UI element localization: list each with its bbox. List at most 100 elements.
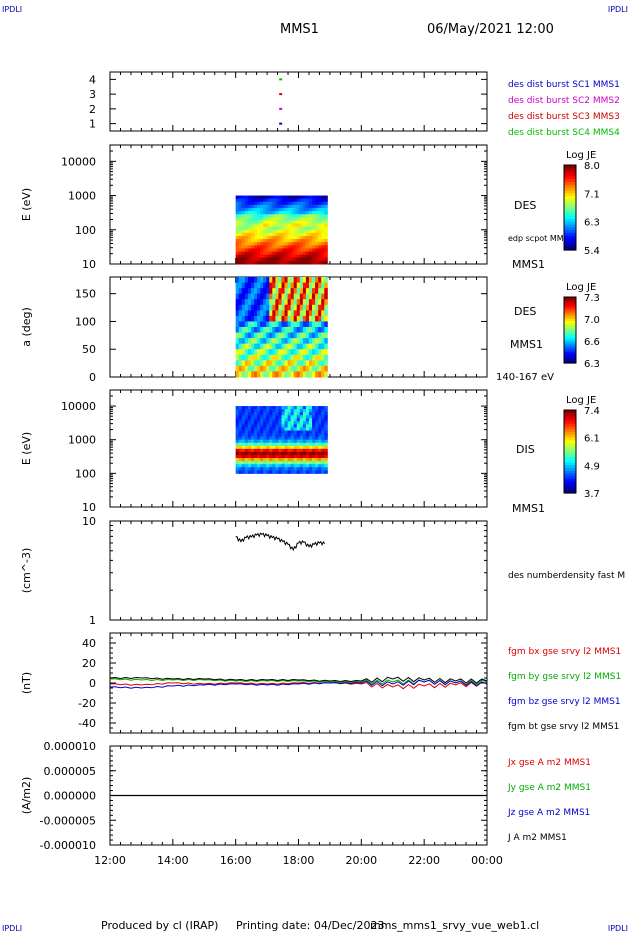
pitch-angle-cell: [257, 310, 261, 317]
pitch-angle-cell: [284, 310, 289, 317]
y-tick-label: 4: [89, 73, 96, 86]
spectrogram-cell: [275, 248, 279, 253]
legend-entry: des dist burst SC3 MMS3: [508, 112, 620, 122]
spectrogram-cell: [284, 248, 289, 253]
pitch-angle-cell: [238, 293, 243, 300]
spectrogram-cell: [281, 464, 286, 468]
spectrogram-cell: [312, 235, 316, 240]
y-tick-label: 0.000005: [44, 765, 97, 778]
spectrogram-cell: [266, 442, 270, 447]
spectrogram-cell: [272, 412, 276, 416]
spectrogram-cell: [253, 214, 258, 218]
spectrogram-cell: [250, 226, 255, 231]
spectrogram-cell: [247, 409, 252, 413]
spectrogram-cell: [305, 217, 310, 221]
pitch-angle-cell: [266, 293, 270, 300]
spectrogram-cell: [238, 245, 243, 249]
pitch-angle-cell: [266, 371, 270, 378]
spectrogram-cell: [253, 226, 258, 231]
spectrogram-cell: [250, 458, 255, 462]
spectrogram-cell: [238, 445, 243, 450]
spectrogram-cell: [324, 226, 328, 231]
spectrogram-cell: [287, 433, 292, 438]
spectrogram-cell: [263, 242, 267, 246]
spectrogram-cell: [296, 239, 301, 243]
spectrogram-cell: [260, 229, 264, 234]
pitch-angle-cell: [284, 299, 289, 306]
spectrogram-cell: [315, 217, 319, 221]
spectrogram-cell: [269, 260, 273, 265]
spectrogram-cell: [321, 464, 325, 468]
spectrogram-cell: [238, 239, 243, 243]
pitch-angle-cell: [302, 315, 307, 322]
spectrogram-cell: [284, 409, 289, 413]
spectrogram-cell: [315, 239, 319, 243]
spectrogram-cell: [318, 242, 322, 246]
pitch-angle-cell: [305, 354, 310, 361]
spectrogram-cell: [272, 445, 276, 450]
spectrogram-cell: [263, 436, 267, 441]
spectrogram-cell: [263, 412, 267, 416]
spectrogram-cell: [281, 439, 286, 444]
spectrogram-cell: [266, 260, 270, 265]
spectrogram-cell: [247, 251, 252, 256]
spectrogram-cell: [318, 442, 322, 447]
colorbar-cell: [564, 415, 576, 419]
pitch-angle-cell: [253, 310, 258, 317]
spectrogram-cell: [266, 439, 270, 444]
pitch-angle-cell: [253, 371, 258, 378]
spectrogram-cell: [290, 195, 295, 200]
spectrogram-cell: [284, 433, 289, 438]
spectrogram-cell: [302, 251, 307, 256]
spectrogram-cell: [247, 204, 252, 209]
pitch-angle-cell: [257, 304, 261, 311]
spectrogram-cell: [284, 427, 289, 432]
spectrogram-cell: [296, 427, 301, 432]
pitch-angle-cell: [324, 315, 328, 322]
pitch-angle-cell: [305, 327, 310, 334]
spectrogram-cell: [241, 198, 246, 203]
legend-entry: fgm bt gse srvy l2 MMS1: [508, 722, 619, 732]
spectrogram-cell: [299, 239, 304, 243]
spectrogram-cell: [293, 195, 298, 200]
panel-label: DES: [514, 199, 536, 212]
pitch-angle-cell: [235, 288, 240, 295]
spectrogram-cell: [247, 242, 252, 246]
spectrogram-cell: [296, 226, 301, 231]
colorbar-cell: [564, 233, 576, 237]
y-tick-label: 10: [82, 515, 96, 528]
spectrogram-cell: [290, 198, 295, 203]
spectrogram-cell: [278, 412, 282, 416]
spectrogram-cell: [235, 204, 240, 209]
pitch-angle-cell: [281, 293, 286, 300]
spectrogram-cell: [266, 198, 270, 203]
spectrogram-cell: [284, 232, 289, 237]
spectrogram-cell: [244, 220, 249, 225]
spectrogram-cell: [318, 464, 322, 468]
spectrogram-cell: [244, 418, 249, 422]
pitch-angle-cell: [321, 304, 325, 311]
pitch-angle-cell: [290, 371, 295, 378]
spectrogram-cell: [250, 195, 255, 200]
spectrogram-cell: [260, 467, 264, 471]
colorbar-cell: [564, 316, 576, 320]
spectrogram-cell: [312, 470, 316, 474]
spectrogram-cell: [241, 467, 246, 471]
spectrogram-cell: [318, 415, 322, 419]
spectrogram-cell: [321, 430, 325, 435]
pitch-angle-cell: [253, 349, 258, 356]
spectrogram-cell: [290, 245, 295, 249]
spectrogram-cell: [290, 204, 295, 209]
pitch-angle-cell: [305, 349, 310, 356]
colorbar-cell: [564, 193, 576, 197]
pitch-angle-cell: [324, 299, 328, 306]
field-series-1: [109, 681, 488, 690]
spectrogram-cell: [324, 464, 328, 468]
spectrogram-cell: [296, 207, 301, 212]
pitch-angle-cell: [287, 327, 292, 334]
spectrogram-cell: [281, 454, 286, 459]
spectrogram-cell: [324, 251, 328, 256]
pitch-angle-cell: [266, 288, 270, 295]
spectrogram-cell: [263, 223, 267, 228]
pitch-angle-cell: [293, 360, 298, 367]
